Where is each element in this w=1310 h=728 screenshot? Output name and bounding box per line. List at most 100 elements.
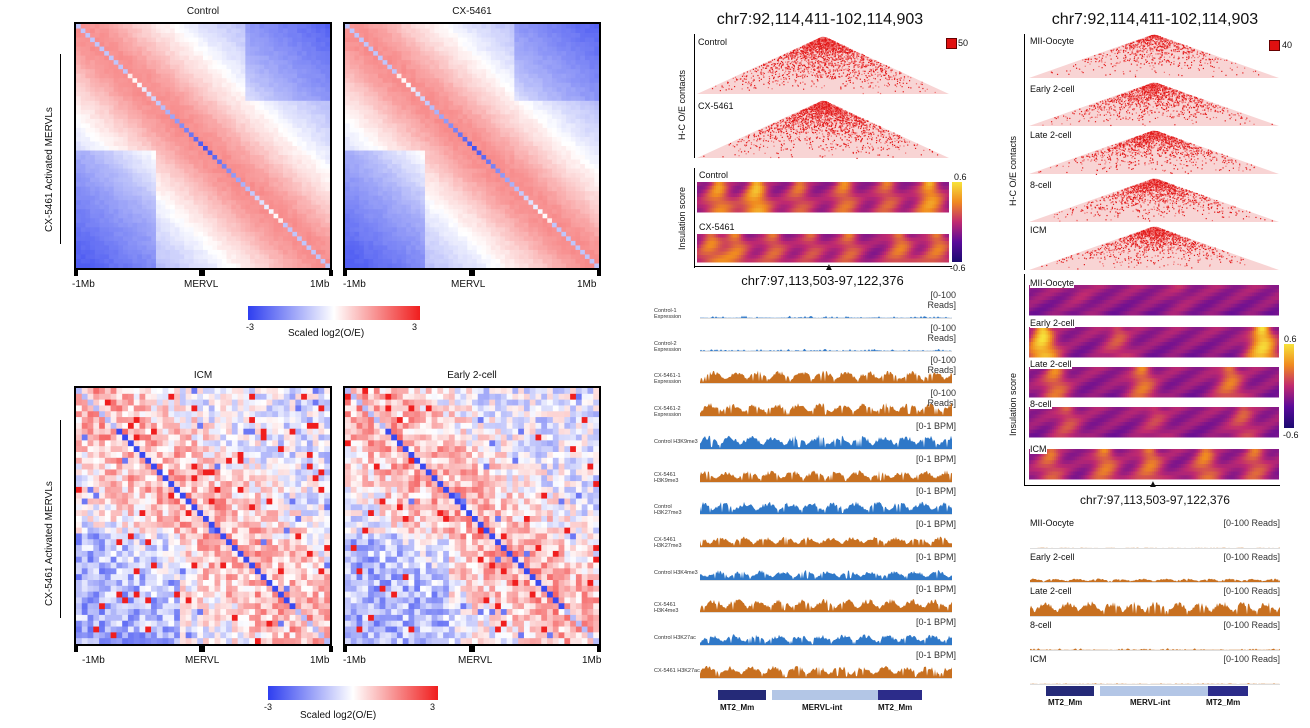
heatmap-cell [315, 177, 321, 183]
heatmap-cell [589, 118, 595, 124]
heatmap-cell [231, 33, 237, 38]
heatmap-cell [160, 263, 166, 268]
heatmap-cell [287, 51, 293, 57]
heatmap-cell [448, 100, 454, 106]
heatmap-cell [551, 51, 558, 57]
heatmap-cell [179, 254, 185, 260]
heatmap-cell [94, 258, 100, 264]
heatmap-cell [151, 114, 157, 120]
heatmap-cell [193, 254, 199, 260]
heatmap-cell [113, 263, 119, 268]
heatmap-cell [123, 186, 129, 192]
heatmap-cell [415, 159, 421, 165]
heatmap-cell [363, 55, 369, 61]
heatmap-cell [292, 258, 298, 264]
heatmap-cell [174, 254, 180, 260]
heatmap-cell [292, 218, 298, 224]
heatmap-cell [368, 173, 374, 179]
heatmap-cell [250, 213, 256, 219]
heatmap-cell [410, 118, 416, 124]
heatmap-cell [76, 132, 82, 138]
heatmap-cell [584, 24, 590, 29]
heatmap-cell [387, 146, 393, 151]
heatmap-cell [94, 222, 100, 228]
heatmap-cell [188, 263, 194, 268]
heatmap-cell [282, 82, 289, 88]
heatmap-cell [476, 96, 482, 102]
heatmap-cell [467, 182, 473, 188]
heatmap-cell [439, 114, 445, 120]
heatmap-cell [566, 69, 572, 75]
heatmap-cell [537, 51, 543, 57]
heatmap-cell [184, 37, 190, 43]
heatmap-cell [500, 159, 506, 165]
heatmap-cell [123, 78, 129, 84]
heatmap-cell [174, 249, 180, 255]
heatmap-cell [231, 254, 237, 260]
heatmap-cell [486, 51, 492, 57]
heatmap-cell [104, 37, 110, 43]
heatmap-cell [575, 69, 581, 75]
heatmap-cell [207, 69, 213, 75]
heatmap-cell [188, 209, 194, 215]
heatmap-cell [420, 191, 426, 197]
heatmap-cell [297, 155, 303, 160]
heatmap-cell [250, 136, 256, 142]
heatmap-cell [420, 136, 426, 142]
heatmap-cell [490, 146, 496, 151]
heatmap-cell [519, 60, 525, 66]
heatmap-cell [311, 118, 317, 124]
heatmap-cell [160, 209, 166, 215]
heatmap-cell [500, 186, 506, 192]
heatmap-cell [207, 150, 213, 156]
heatmap-cell [108, 263, 115, 268]
heatmap-cell [212, 222, 218, 228]
heatmap-cell [325, 164, 330, 169]
heatmap-cell [320, 164, 326, 169]
heatmap-cell [292, 127, 298, 133]
heatmap-cell [406, 46, 412, 52]
heatmap-cell [170, 136, 176, 142]
heatmap-cell [368, 168, 374, 174]
heatmap-cell [198, 42, 204, 47]
heatmap-cell [325, 177, 330, 183]
heatmap-cell [137, 132, 143, 138]
heatmap-cell [212, 109, 218, 115]
heatmap-cell [170, 245, 176, 251]
heatmap-cell [377, 191, 384, 197]
heatmap-cell [99, 109, 105, 115]
heatmap-cell [188, 245, 194, 251]
heatmap-cell [349, 33, 355, 38]
heatmap-cell [198, 91, 204, 97]
heatmap-cell [547, 173, 553, 179]
heatmap-cell [203, 46, 209, 52]
heatmap-cell [151, 69, 157, 75]
heatmap-cell [556, 91, 562, 97]
heatmap-cell [306, 91, 312, 97]
heatmap-cell [504, 136, 511, 142]
heatmap-cell [137, 60, 143, 66]
heatmap-cell [547, 69, 553, 75]
heatmap-cell [212, 164, 218, 169]
heatmap-cell [406, 127, 412, 133]
heatmap-cell [320, 109, 326, 115]
heatmap-cell [254, 100, 260, 106]
heatmap-cell [193, 141, 199, 147]
heatmap-cell [325, 231, 330, 237]
heatmap-cell [184, 141, 190, 147]
heatmap-cell [481, 155, 487, 160]
heatmap-cell [240, 249, 246, 255]
heatmap-cell [268, 91, 274, 97]
heatmap-cell [387, 127, 393, 133]
heatmap-cell [401, 60, 407, 66]
heatmap-cell [217, 182, 223, 188]
heatmap-cell [410, 87, 416, 93]
heatmap-cell [542, 146, 548, 151]
heatmap-cell [193, 28, 199, 34]
heatmap-cell [297, 240, 303, 246]
heatmap-cell [297, 263, 303, 268]
heatmap-cell [146, 249, 152, 255]
heatmap-cell [80, 236, 86, 242]
heatmap-cell [349, 177, 355, 183]
heatmap-cell [235, 132, 242, 138]
